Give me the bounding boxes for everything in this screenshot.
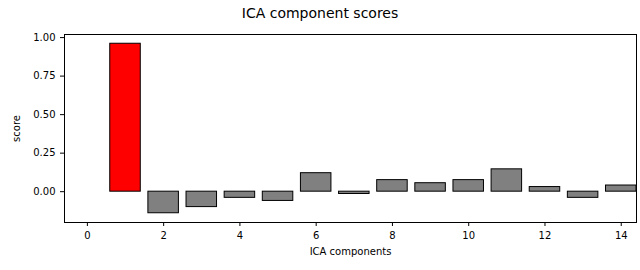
svg-text:ICA components: ICA components [310, 246, 392, 257]
html-text:ICA component scores: ICA component scores [241, 5, 399, 21]
svg-text:0.75: 0.75 [33, 70, 55, 81]
svg-text:6: 6 [313, 230, 319, 241]
svg-text:12: 12 [539, 230, 552, 241]
svg-text:10: 10 [462, 230, 475, 241]
svg-text:2: 2 [160, 230, 166, 241]
svg-text:4: 4 [237, 230, 243, 241]
svg-text:8: 8 [389, 230, 395, 241]
svg-text:0: 0 [84, 230, 90, 241]
svg-text:score: score [11, 115, 22, 142]
svg-text:0.00: 0.00 [33, 186, 55, 197]
svg-text:0.25: 0.25 [33, 147, 55, 158]
svg-text:0.50: 0.50 [33, 109, 55, 120]
svg-text:1.00: 1.00 [33, 32, 55, 43]
svg-text:14: 14 [615, 230, 628, 241]
